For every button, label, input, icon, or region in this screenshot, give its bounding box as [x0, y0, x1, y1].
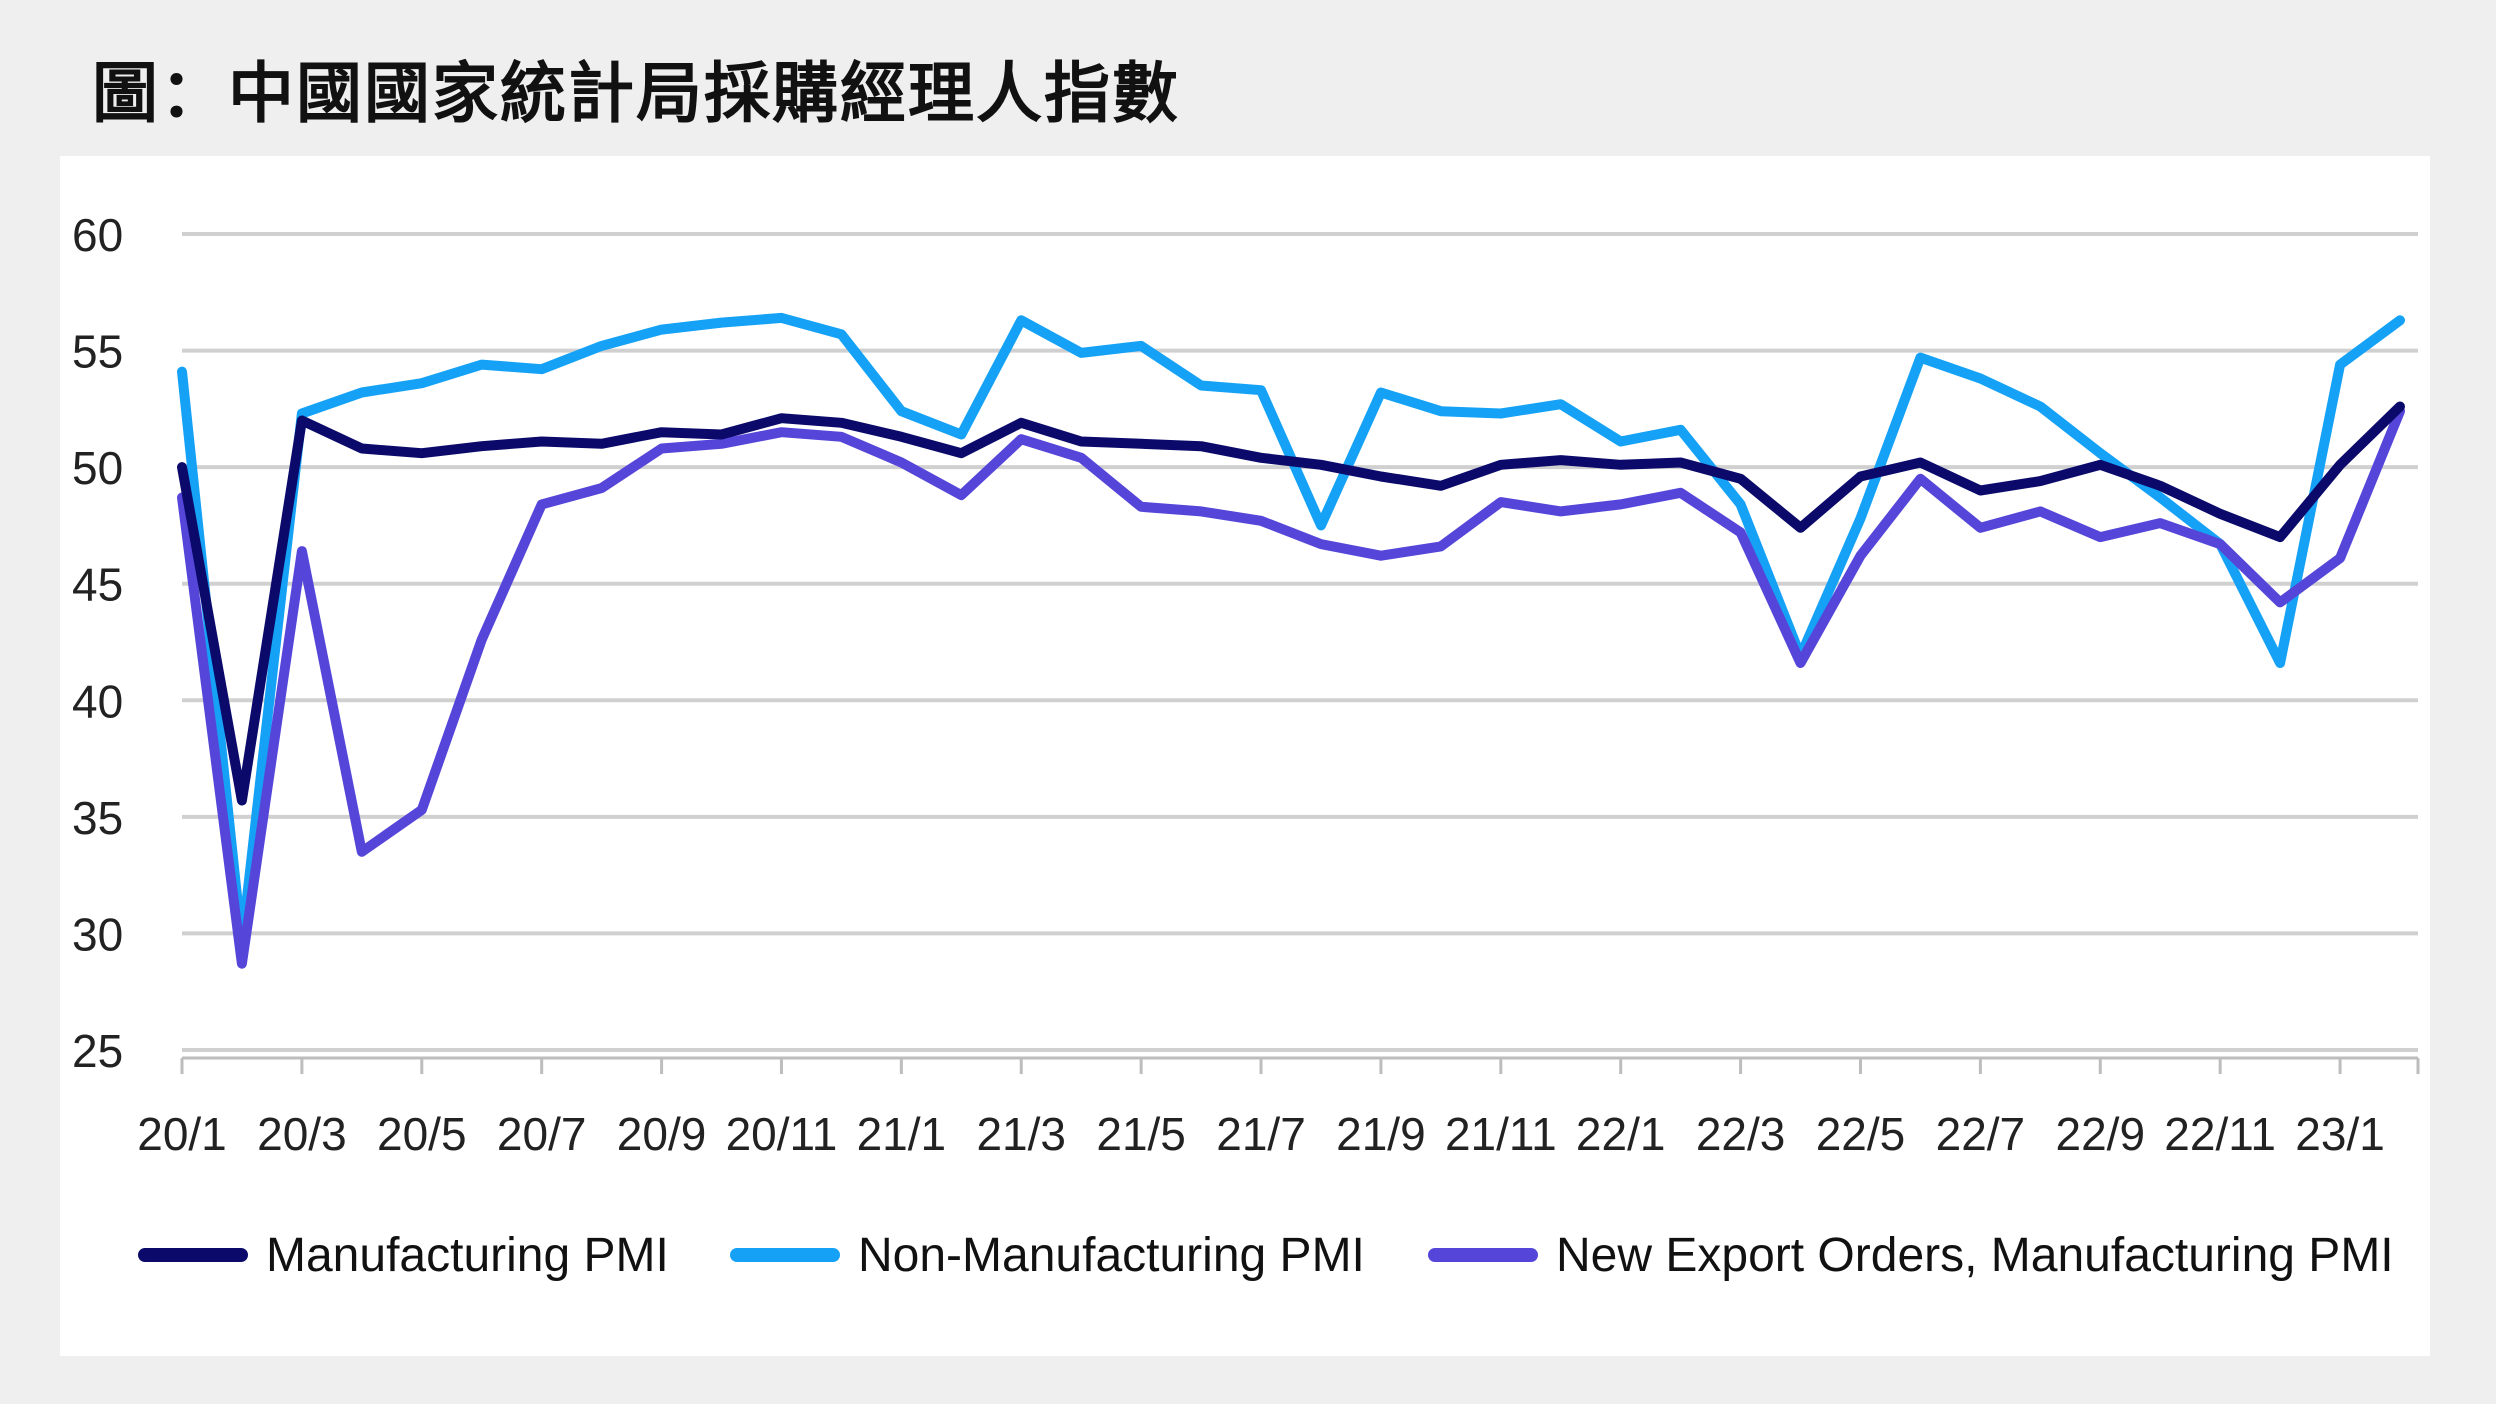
- x-tick-label: 22/1: [1576, 1108, 1666, 1160]
- x-tick-label: 22/5: [1816, 1108, 1906, 1160]
- x-tick-label: 21/3: [976, 1108, 1066, 1160]
- x-tick-label: 21/5: [1096, 1108, 1186, 1160]
- x-tick-label: 22/7: [1936, 1108, 2026, 1160]
- series-line-export-orders: [177, 406, 2405, 969]
- x-tick-label: 22/11: [2164, 1108, 2276, 1160]
- y-tick-label: 55: [72, 326, 123, 378]
- chart-panel: 25 30 35 40 45 50 55 60 20/1 20/3 20/5 20/7 20/9 20/1…: [60, 156, 2430, 1356]
- legend: Manufacturing PMI Non-Manufacturing PMI …: [0, 1225, 2496, 1285]
- y-tick-label: 60: [72, 209, 123, 261]
- legend-swatch-non-manufacturing: [730, 1248, 840, 1262]
- x-tick-label: 21/1: [857, 1108, 947, 1160]
- legend-label-manufacturing: Manufacturing PMI: [266, 1228, 669, 1282]
- y-tick-label: 50: [72, 442, 123, 494]
- x-tick-label: 20/1: [137, 1108, 227, 1160]
- series-line-non-manufacturing: [177, 312, 2405, 948]
- legend-swatch-export-orders: [1428, 1248, 1538, 1262]
- legend-label-export-orders: New Export Orders, Manufacturing PMI: [1556, 1228, 2394, 1282]
- legend-item-export-orders: New Export Orders, Manufacturing PMI: [1428, 1225, 2394, 1285]
- x-tick-label: 21/9: [1336, 1108, 1426, 1160]
- x-tick-label: 20/7: [497, 1108, 587, 1160]
- y-tick-label: 35: [72, 792, 123, 844]
- series-line-manufacturing: [177, 401, 2405, 806]
- y-tick-label: 40: [72, 675, 123, 727]
- x-tick-label: 23/1: [2295, 1108, 2385, 1160]
- x-tick-label: 20/11: [726, 1108, 838, 1160]
- line-chart: 25 30 35 40 45 50 55 60 20/1 20/3 20/5 20/7 20/9 20/1…: [72, 209, 2420, 1160]
- x-tick-label: 21/7: [1216, 1108, 1306, 1160]
- chart-title: 圖：中國國家統計局採購經理人指數: [92, 55, 1180, 132]
- x-tick-label: 20/3: [257, 1108, 347, 1160]
- x-tick-label: 20/9: [617, 1108, 707, 1160]
- x-tick-label: 21/11: [1445, 1108, 1557, 1160]
- y-tick-label: 30: [72, 908, 123, 960]
- x-tick-label: 22/3: [1696, 1108, 1786, 1160]
- legend-item-manufacturing: Manufacturing PMI: [138, 1225, 669, 1285]
- y-tick-label: 45: [72, 559, 123, 611]
- y-tick-label: 25: [72, 1025, 123, 1077]
- legend-label-non-manufacturing: Non-Manufacturing PMI: [858, 1228, 1365, 1282]
- legend-item-non-manufacturing: Non-Manufacturing PMI: [730, 1225, 1365, 1285]
- x-tick-label: 20/5: [377, 1108, 467, 1160]
- legend-swatch-manufacturing: [138, 1248, 248, 1262]
- x-tick-label: 22/9: [2056, 1108, 2146, 1160]
